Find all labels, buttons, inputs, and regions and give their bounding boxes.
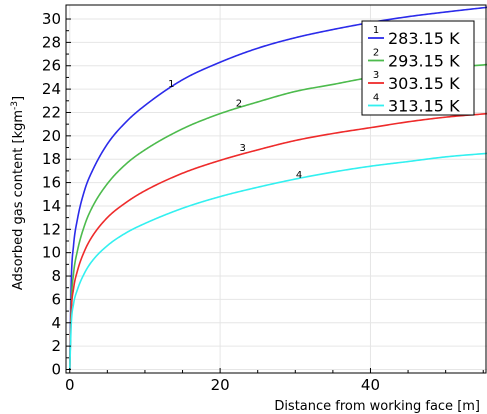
y-axis-label-superscript: -3	[10, 101, 20, 110]
legend-label-4: 313.15 K	[388, 97, 460, 116]
legend-number-1: 1	[373, 25, 379, 36]
legend-number-4: 4	[373, 93, 379, 104]
legend-label-2: 293.15 K	[388, 52, 460, 71]
y-tick-label: 4	[51, 314, 61, 332]
curve-label-3: 3	[239, 143, 245, 154]
legend-label-1: 283.15 K	[388, 29, 460, 48]
y-tick-label: 14	[42, 197, 61, 215]
legend-number-3: 3	[373, 70, 379, 81]
curve-label-2: 2	[236, 99, 242, 110]
y-tick-label: 18	[42, 150, 61, 168]
legend: 1 283.15 K 2 293.15 K 3 303.15 K 4 313.15 K	[362, 21, 474, 116]
y-tick-label: 26	[42, 57, 61, 75]
y-axis-label-main: Adsorbed gas content [kgm	[11, 110, 26, 290]
x-tick-label: 20	[211, 376, 230, 394]
y-tick-label: 20	[42, 127, 61, 145]
legend-label-3: 303.15 K	[388, 74, 460, 93]
y-tick-label: 10	[42, 244, 61, 262]
y-tick-label: 22	[42, 103, 61, 121]
y-tick-label: 16	[42, 174, 61, 192]
y-tick-label: 12	[42, 220, 61, 238]
y-tick-label: 8	[51, 267, 61, 285]
y-tick-label: 30	[42, 10, 61, 28]
curve-label-1: 1	[168, 79, 174, 90]
y-tick-label: 24	[42, 80, 61, 98]
y-tick-label: 2	[51, 337, 61, 355]
y-tick-label: 28	[42, 33, 61, 51]
y-tick-label: 0	[51, 360, 61, 378]
y-tick-label: 6	[51, 290, 61, 308]
legend-number-2: 2	[373, 48, 379, 59]
x-tick-label: 0	[65, 376, 75, 394]
curve-label-4: 4	[296, 170, 302, 181]
x-axis-label: Distance from working face [m]	[274, 399, 480, 414]
y-axis-label-close: ]	[11, 96, 26, 101]
x-tick-label: 40	[361, 376, 380, 394]
y-axis-label: Adsorbed gas content [kgm-3]	[10, 96, 26, 290]
